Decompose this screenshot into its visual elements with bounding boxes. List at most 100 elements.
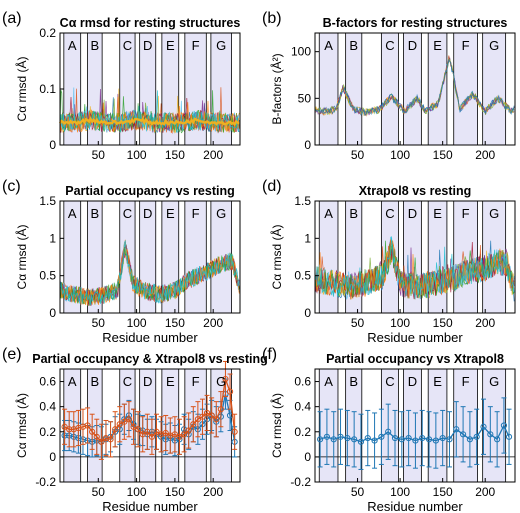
y-tick-label: 0.4 [294,400,311,414]
strand-label-B: B [349,206,358,221]
data-point [61,423,68,430]
data-point [487,431,494,438]
strand-label-B: B [349,38,358,53]
x-tick-label: 150 [433,485,453,499]
plot-frame [314,32,516,146]
y-axis-label: Cα rmsd (Å) [14,57,29,122]
y-axis-label: Cα rmsd (Å) [14,225,29,290]
x-tick-label: 50 [351,148,365,162]
data-point [385,428,392,435]
x-tick-label: 150 [433,316,453,330]
strand-label-B: B [91,206,100,221]
x-axis-label: Residue number [367,330,463,345]
strand-label-C: C [385,206,394,221]
x-tick-label: 50 [92,485,106,499]
x-tick-label: 150 [165,316,185,330]
x-tick-label: 150 [165,485,185,499]
strand-label-C: C [385,38,394,53]
y-tick-label: 0.6 [39,375,56,389]
data-point [185,427,192,434]
x-tick-label: 100 [127,148,147,162]
x-tick-label: 100 [390,485,410,499]
data-point [439,434,446,442]
data-point [171,431,178,438]
data-point [344,434,351,442]
strand-label-F: F [462,38,470,53]
x-tick-label: 200 [203,316,223,330]
plot-frame [59,368,241,483]
data-point [208,412,215,419]
data-point [203,409,211,417]
y-tick-label: 0.6 [294,375,311,389]
data-point [93,433,100,440]
y-tick-label: 0 [304,450,311,464]
data-point [466,436,473,443]
data-point [130,423,137,430]
strand-label-F: F [192,206,200,221]
data-point [337,433,344,440]
y-tick-label: 0 [49,306,56,320]
y-tick-label: -0.2 [35,475,56,489]
data-point [500,422,508,429]
data-point [412,437,419,444]
strand-label-D: D [408,38,417,53]
panel-a [58,32,241,146]
y-tick-label: 0.2 [39,26,56,40]
x-axis-label: Residue number [367,499,463,513]
data-point [231,428,238,435]
data-point [180,431,188,438]
data-point [125,416,133,423]
data-point [432,437,439,444]
data-point [112,426,119,433]
data-point [144,428,151,435]
data-point [317,436,324,443]
mean-line [58,116,240,127]
y-tick-label: 1.5 [294,194,311,208]
strand-label-A: A [324,206,333,221]
y-axis-label: Cα rmsd (Å) [14,393,29,458]
y-tick-label: 0.4 [39,400,56,414]
x-tick-label: 50 [351,485,365,499]
strand-label-C: C [123,38,132,53]
data-point [378,433,385,440]
data-point [199,413,206,420]
y-axis-label: Cα rmsd (Å) [269,393,284,458]
strand-label-D: D [408,206,417,221]
data-point [153,428,160,435]
y-tick-label: 0.2 [39,425,56,439]
panel-f [314,368,516,483]
data-point [398,436,405,443]
data-point [480,423,487,430]
y-tick-label: 1 [49,231,56,245]
data-point [419,434,426,442]
data-point [371,437,378,444]
data-point [405,434,412,442]
panel-title: Partial occupancy vs Xtrapol8 [326,352,504,366]
strand-label-G: G [216,206,226,221]
strand-label-F: F [462,374,470,389]
data-point [357,438,365,445]
strand-label-A: A [324,38,333,53]
plot-frame [314,200,516,314]
strand-label-A: A [68,374,77,389]
strand-label-A: A [68,206,77,221]
data-point [459,431,467,438]
data-point [323,433,331,440]
x-tick-label: 200 [475,316,495,330]
x-tick-label: 100 [390,316,410,330]
panel-title: Partial occupancy & Xtrapol8 vs resting [32,352,268,366]
strand-label-E: E [166,374,175,389]
plot-frame [314,368,516,483]
strand-label-E: E [433,38,442,53]
y-tick-label: 0 [304,306,311,320]
strand-label-D: D [143,38,152,53]
strand-label-B: B [91,38,100,53]
data-point [89,428,96,435]
data-point [116,421,123,428]
data-point [162,429,169,437]
strand-label-C: C [123,206,132,221]
y-axis-label: B-factors (Å²) [269,53,284,124]
x-tick-label: 100 [127,316,147,330]
x-tick-label: 150 [433,148,453,162]
panel-title: Partial occupancy vs resting [65,184,235,198]
